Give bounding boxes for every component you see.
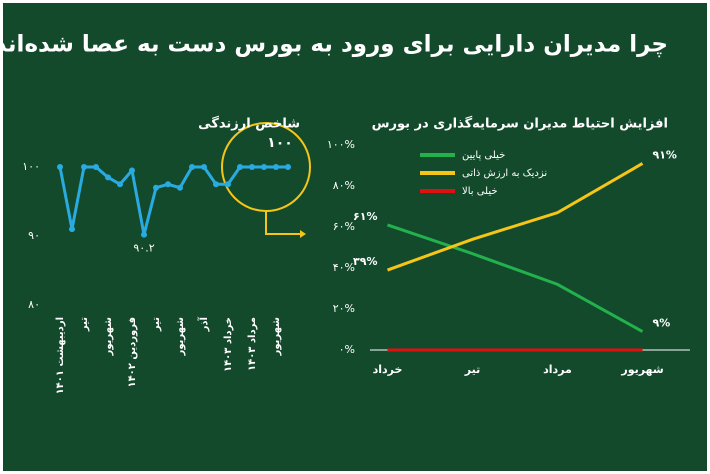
data-point [117, 181, 123, 188]
x-tick-label: شهریور [271, 317, 282, 357]
x-tick-label: تیر [151, 317, 162, 332]
arrow-head [300, 230, 306, 238]
data-point [141, 231, 147, 238]
data-point [81, 164, 87, 170]
data-point [69, 226, 75, 233]
value-label: ۹۰.۲ [133, 242, 154, 255]
x-tick-label: مرداد [543, 363, 572, 376]
x-tick-label: شهریور [175, 317, 186, 357]
x-tick-label: شهریور [103, 317, 114, 357]
chart-title: افزایش احتیاط مدیران سرمایه‌گذاری در بور… [372, 116, 668, 132]
data-point [177, 184, 183, 191]
x-tick-label: شهریور [620, 363, 663, 376]
data-point [93, 164, 99, 170]
y-tick-label: ۸۰ [28, 298, 40, 311]
legend-label: خیلی پایین [462, 150, 505, 161]
value-label: ۳۹% [353, 255, 377, 268]
data-point [285, 164, 291, 170]
data-point [201, 164, 207, 170]
chart-title: شاخص ارزندگی [198, 116, 300, 132]
data-line [386, 162, 644, 272]
data-point [273, 164, 279, 170]
legend-label: نزدیک به ارزش ذاتی [462, 168, 547, 179]
data-point [153, 184, 159, 191]
x-tick-label: فروردین ۱۴۰۲ [127, 317, 138, 388]
y-tick-label: ۴۰% [333, 261, 355, 274]
value-label: ۶۱% [353, 210, 377, 223]
x-tick-label: تیر [79, 317, 90, 332]
data-point [189, 164, 195, 170]
highlight-arrow [265, 211, 300, 235]
legend-label: خیلی بالا [462, 186, 498, 197]
value-label: ۹۱% [653, 148, 677, 161]
x-tick-label: خرداد ۱۴۰۳ [223, 317, 234, 372]
page-title: چرا مدیران دارایی برای ورود به بورس دست … [0, 32, 668, 58]
y-tick-label: ۶۰% [333, 220, 355, 233]
data-point [261, 164, 267, 170]
value-label: ۹% [653, 317, 671, 330]
x-tick-label: اردیبهشت ۱۴۰۱ [55, 317, 66, 394]
y-tick-label: ۱۰۰ [22, 160, 40, 173]
x-tick-label: مرداد ۱۴۰۳ [247, 317, 258, 371]
data-point [57, 164, 63, 170]
y-tick-label: ۱۰۰% [327, 138, 355, 151]
data-point [129, 167, 135, 174]
y-tick-label: ۹۰ [28, 229, 40, 242]
data-line [387, 223, 644, 333]
y-tick-label: ۸۰% [333, 179, 355, 192]
data-point [105, 174, 111, 181]
x-tick-label: آذر [197, 316, 210, 332]
background [3, 3, 707, 471]
value-label: ۱۰۰ [267, 135, 293, 151]
x-tick-label: تیر [464, 363, 480, 376]
y-tick-label: ۰% [339, 343, 355, 356]
data-point [165, 181, 171, 188]
x-tick-label: خرداد [373, 363, 403, 376]
data-point [249, 164, 255, 170]
y-tick-label: ۲۰% [333, 302, 355, 315]
data-point [225, 181, 231, 188]
data-point [237, 164, 243, 170]
data-point [213, 181, 219, 188]
